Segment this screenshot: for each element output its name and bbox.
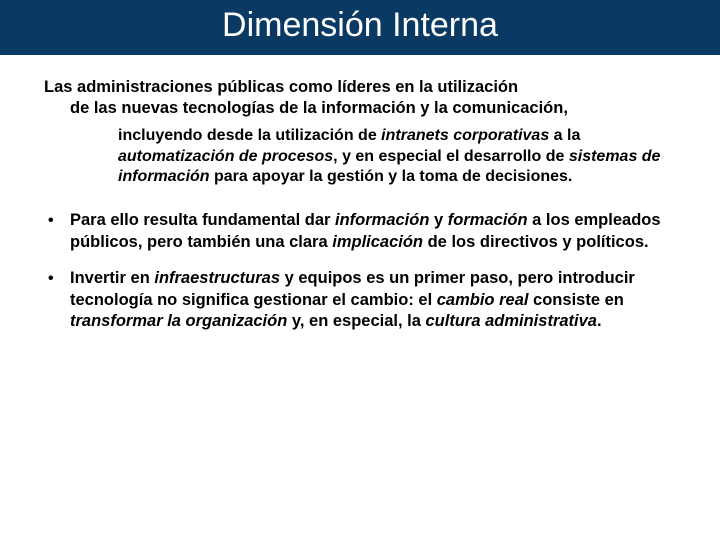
- sub-it2: automatización de procesos: [118, 148, 333, 165]
- b2-it2: cambio real: [437, 291, 529, 309]
- b2-t4: y, en especial, la: [287, 312, 425, 330]
- slide-body: Las administraciones públicas como líder…: [0, 55, 720, 333]
- b2-it3: transformar la organización: [70, 312, 287, 330]
- sub-t3: , y en especial el desarrollo de: [333, 148, 569, 165]
- sub-it1: intranets corporativas: [381, 127, 549, 144]
- sub-paragraph: incluyendo desde la utilización de intra…: [40, 126, 680, 188]
- b1-it1: información: [335, 211, 429, 229]
- sub-t4: para apoyar la gestión y la toma de deci…: [210, 168, 573, 185]
- sub-t2: a la: [549, 127, 580, 144]
- b1-it2: formación: [448, 211, 528, 229]
- lead-paragraph: Las administraciones públicas como líder…: [40, 77, 680, 120]
- b1-it3: implicación: [332, 233, 423, 251]
- b2-it4: cultura administrativa: [426, 312, 597, 330]
- b1-t1: Para ello resulta fundamental dar: [70, 211, 335, 229]
- bullet-list: Para ello resulta fundamental dar inform…: [40, 210, 680, 333]
- slide: Dimensión Interna Las administraciones p…: [0, 0, 720, 540]
- bullet-1: Para ello resulta fundamental dar inform…: [44, 210, 680, 254]
- b1-t4: de los directivos y políticos.: [423, 233, 649, 251]
- lead-rest: de las nuevas tecnologías de la informac…: [44, 98, 680, 119]
- title-banner: Dimensión Interna: [0, 0, 720, 55]
- bullet-2: Invertir en infraestructuras y equipos e…: [44, 268, 680, 333]
- lead-line1: Las administraciones públicas como líder…: [44, 78, 518, 96]
- b2-it1: infraestructuras: [154, 269, 280, 287]
- b2-t3: consiste en: [528, 291, 623, 309]
- b1-t2: y: [429, 211, 447, 229]
- b2-t1: Invertir en: [70, 269, 154, 287]
- sub-t1: incluyendo desde la utilización de: [118, 127, 381, 144]
- b2-t5: .: [597, 312, 602, 330]
- slide-title: Dimensión Interna: [222, 6, 498, 44]
